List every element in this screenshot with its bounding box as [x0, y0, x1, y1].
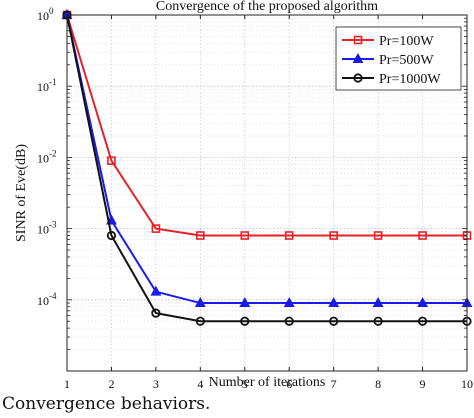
y-tick-label: 10-2	[37, 148, 57, 165]
data-point-square	[353, 35, 363, 45]
plot-frame	[66, 14, 468, 372]
data-series	[61, 8, 473, 326]
series-line	[66, 14, 467, 323]
legend-label: Pr=100W	[379, 34, 434, 49]
data-point-triangle	[417, 297, 428, 308]
y-axis-label: SINR of Eve(dB)	[14, 144, 29, 242]
data-point-square	[418, 231, 427, 240]
data-point-circle	[240, 316, 250, 326]
data-point-circle	[284, 316, 294, 326]
data-point-square	[107, 156, 116, 165]
legend-item: Pr=100W	[342, 34, 434, 49]
x-tick-label: 6	[286, 377, 292, 391]
data-point-square	[284, 231, 294, 240]
data-point-triangle	[239, 297, 251, 308]
x-tick-label: 4	[197, 377, 203, 391]
x-axis-label: Number of iterations	[209, 375, 326, 390]
legend-label: Pr=500W	[379, 53, 434, 68]
legend-item: Pr=1000W	[342, 72, 441, 87]
x-tick-label: 2	[108, 377, 114, 391]
legend-label: Pr=1000W	[379, 72, 441, 87]
y-tick-label: 100	[37, 6, 54, 23]
data-point-triangle	[283, 297, 295, 308]
x-tick-label: 1	[64, 377, 70, 391]
data-point-triangle	[328, 297, 340, 308]
x-tick-label: 8	[375, 377, 381, 391]
axis-ticks: 1 2 3 4 5 6 7 8 9 10 100 10-1 10-2 10-3 10-4	[37, 6, 473, 391]
legend-item: Pr=500W	[342, 52, 434, 68]
data-point-circle	[151, 308, 161, 318]
chart-title: Convergence of the proposed algorithm	[156, 0, 378, 14]
data-point-circle	[195, 316, 205, 326]
data-point-triangle	[372, 297, 384, 308]
x-tick-label: 3	[153, 377, 159, 391]
data-point-circle	[353, 73, 363, 83]
data-point-square	[151, 224, 161, 233]
y-tick-label: 10-3	[37, 220, 57, 237]
x-tick-label: 10	[461, 377, 473, 391]
data-point-circle	[329, 316, 339, 326]
y-tick-label: 10-4	[37, 291, 57, 308]
x-tick-label: 7	[331, 377, 337, 391]
legend: Pr=100W Pr=500W Pr=1000W	[335, 26, 462, 91]
series-pr-1000w	[62, 10, 472, 326]
x-tick-label: 5	[242, 377, 248, 391]
data-point-square	[240, 231, 250, 240]
data-point-triangle	[150, 285, 162, 296]
data-point-circle	[106, 230, 117, 241]
data-point-triangle	[352, 52, 364, 63]
data-point-square	[373, 231, 383, 240]
data-point-square	[329, 231, 338, 240]
data-point-circle	[373, 316, 383, 326]
y-tick-label: 10-1	[37, 77, 57, 94]
data-point-square	[196, 231, 205, 240]
data-point-circle	[417, 316, 428, 326]
figure-caption: Convergence behaviors.	[2, 394, 211, 414]
series-line	[66, 14, 467, 237]
series-line	[66, 14, 467, 305]
data-point-triangle	[194, 297, 206, 308]
x-tick-label: 9	[420, 377, 426, 391]
